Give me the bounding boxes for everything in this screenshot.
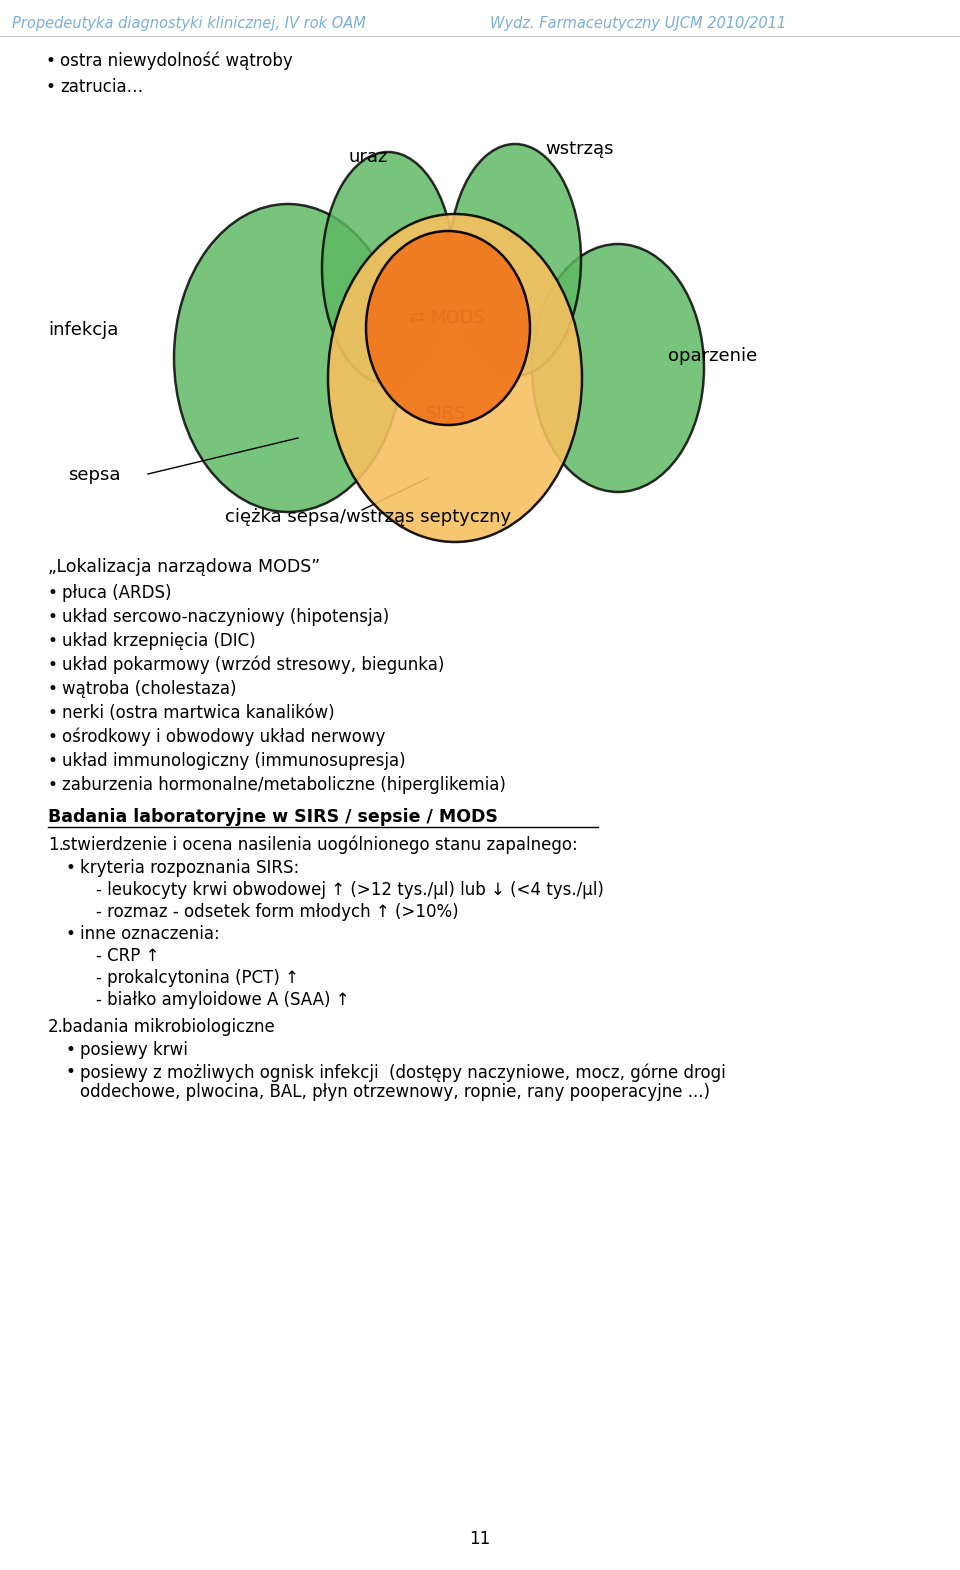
Text: •: • [65, 859, 75, 878]
Text: •: • [47, 728, 57, 746]
Text: oddechowe, plwocina, BAL, płyn otrzewnowy, ropnie, rany pooperacyjne ...): oddechowe, plwocina, BAL, płyn otrzewnow… [80, 1083, 710, 1101]
Text: •: • [47, 680, 57, 699]
Text: ośrodkowy i obwodowy układ nerwowy: ośrodkowy i obwodowy układ nerwowy [62, 728, 385, 746]
Text: ciężka sepsa/wstrząs septyczny: ciężka sepsa/wstrząs septyczny [225, 509, 511, 526]
Ellipse shape [322, 152, 454, 385]
Text: kryteria rozpoznania SIRS:: kryteria rozpoznania SIRS: [80, 859, 300, 878]
Text: - CRP ↑: - CRP ↑ [96, 947, 159, 966]
Text: układ krzepnięcia (DIC): układ krzepnięcia (DIC) [62, 633, 255, 650]
Text: •: • [47, 752, 57, 769]
Text: sepsa: sepsa [68, 466, 121, 484]
Ellipse shape [366, 231, 530, 425]
Text: •: • [47, 703, 57, 722]
Ellipse shape [174, 204, 402, 512]
Text: •: • [65, 1041, 75, 1060]
Ellipse shape [328, 214, 582, 542]
Text: •: • [65, 925, 75, 944]
Text: •: • [47, 633, 57, 650]
Text: ostra niewydolność wątroby: ostra niewydolność wątroby [60, 52, 293, 71]
Text: infekcja: infekcja [48, 320, 118, 339]
Text: wątroba (cholestaza): wątroba (cholestaza) [62, 680, 236, 699]
Text: układ pokarmowy (wrzód stresowy, biegunka): układ pokarmowy (wrzód stresowy, biegunk… [62, 656, 444, 675]
Text: wstrząs: wstrząs [545, 140, 613, 159]
Text: •: • [47, 608, 57, 626]
Text: zatrucia…: zatrucia… [60, 78, 143, 96]
Text: układ sercowo-naczyniowy (hipotensja): układ sercowo-naczyniowy (hipotensja) [62, 608, 389, 626]
Text: posiewy krwi: posiewy krwi [80, 1041, 188, 1060]
Text: 1.: 1. [48, 835, 64, 854]
Text: płuca (ARDS): płuca (ARDS) [62, 584, 172, 601]
Text: MODS: MODS [430, 309, 485, 327]
Text: oparzenie: oparzenie [668, 347, 757, 364]
Ellipse shape [532, 243, 704, 491]
Text: •: • [47, 656, 57, 674]
Text: Propedeutyka diagnostyki klinicznej, IV rok OAM: Propedeutyka diagnostyki klinicznej, IV … [12, 16, 366, 31]
Text: •: • [45, 78, 55, 96]
Text: badania mikrobiologiczne: badania mikrobiologiczne [62, 1017, 275, 1036]
Text: Badania laboratoryjne w SIRS / sepsie / MODS: Badania laboratoryjne w SIRS / sepsie / … [48, 809, 498, 826]
Text: układ immunologiczny (immunosupresja): układ immunologiczny (immunosupresja) [62, 752, 406, 769]
Text: posiewy z możliwych ognisk infekcji  (dostępy naczyniowe, mocz, górne drogi: posiewy z możliwych ognisk infekcji (dos… [80, 1063, 726, 1082]
Text: •: • [45, 52, 55, 71]
Text: - rozmaz - odsetek form młodych ↑ (>10%): - rozmaz - odsetek form młodych ↑ (>10%) [96, 903, 459, 922]
Text: •: • [47, 584, 57, 601]
Text: Wydz. Farmaceutyczny UJCM 2010/2011: Wydz. Farmaceutyczny UJCM 2010/2011 [490, 16, 786, 31]
Text: 11: 11 [469, 1531, 491, 1548]
Text: - prokalcytonina (PCT) ↑: - prokalcytonina (PCT) ↑ [96, 969, 299, 988]
Ellipse shape [449, 144, 581, 375]
Text: •: • [65, 1063, 75, 1082]
Text: 2.: 2. [48, 1017, 64, 1036]
Text: - białko amyloidowe A (SAA) ↑: - białko amyloidowe A (SAA) ↑ [96, 991, 349, 1010]
Text: inne oznaczenia:: inne oznaczenia: [80, 925, 220, 944]
Text: SIRS: SIRS [425, 405, 467, 422]
Text: zaburzenia hormonalne/metaboliczne (hiperglikemia): zaburzenia hormonalne/metaboliczne (hipe… [62, 776, 506, 794]
Text: uraz: uraz [348, 148, 388, 166]
Text: „Lokalizacja narządowa MODS”: „Lokalizacja narządowa MODS” [48, 557, 321, 576]
Text: - leukocyty krwi obwodowej ↑ (>12 tys./µl) lub ↓ (<4 tys./µl): - leukocyty krwi obwodowej ↑ (>12 tys./µ… [96, 881, 604, 900]
Text: nerki (ostra martwica kanalików): nerki (ostra martwica kanalików) [62, 703, 335, 722]
Text: ⇄: ⇄ [408, 308, 424, 328]
Text: stwierdzenie i ocena nasilenia uogólnionego stanu zapalnego:: stwierdzenie i ocena nasilenia uogólnion… [62, 835, 578, 854]
Text: •: • [47, 776, 57, 794]
